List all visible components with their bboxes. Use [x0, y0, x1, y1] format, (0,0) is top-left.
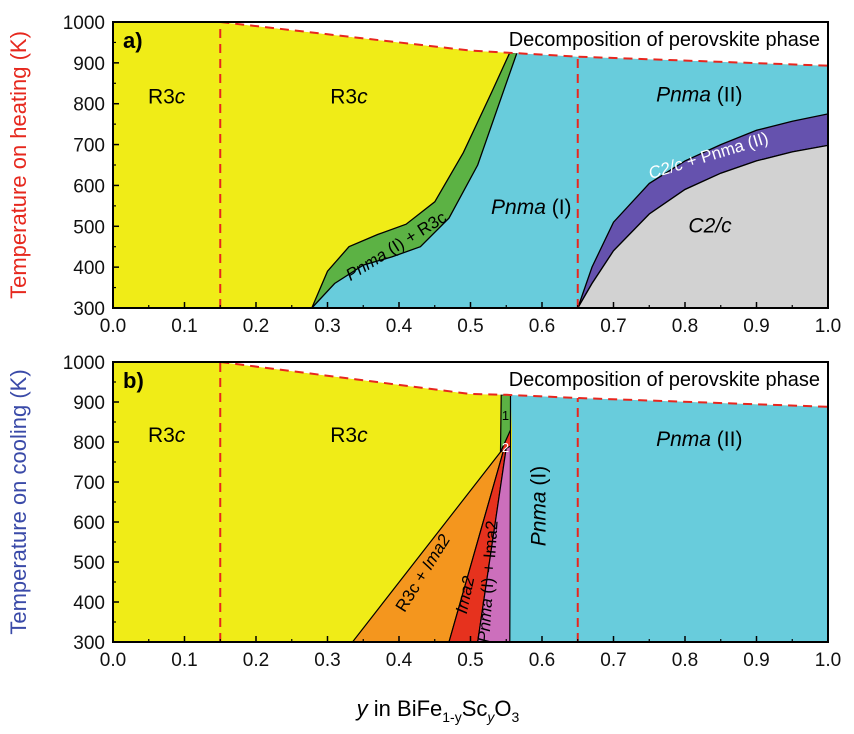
region-label: R3c	[148, 424, 186, 447]
y-tick-label: 800	[73, 433, 105, 454]
region-label: Pnma (I)	[528, 466, 551, 547]
y-axis-label: Temperature on cooling (K)	[6, 369, 31, 634]
y-tick-label: 1000	[63, 353, 105, 374]
y-tick-label: 600	[73, 513, 105, 534]
x-tick-label: 1.0	[815, 650, 841, 671]
y-axis-label: Temperature on heating (K)	[6, 31, 31, 299]
y-tick-label: 900	[73, 54, 105, 75]
region-label: 2	[502, 440, 509, 455]
decomposition-note: Decomposition of perovskite phase	[509, 29, 820, 51]
x-tick-label: 0.4	[386, 316, 413, 337]
x-tick-label: 0.3	[314, 316, 340, 337]
y-tick-label: 500	[73, 553, 105, 574]
x-tick-label: 0.6	[529, 650, 555, 671]
x-tick-label: 0.7	[600, 316, 626, 337]
region-label: 1	[502, 408, 509, 423]
decomposition-line	[220, 21, 829, 67]
region-label: Pnma (I)	[491, 196, 572, 219]
y-tick-label: 1000	[63, 13, 105, 34]
decomposition-line	[220, 361, 829, 408]
region-decomposed-fill	[220, 362, 829, 407]
x-tick-label: 0.2	[243, 316, 269, 337]
x-tick-label: 0.8	[672, 650, 698, 671]
y-tick-label: 500	[73, 217, 105, 238]
y-tick-label: 900	[73, 393, 105, 414]
x-tick-label: 0.1	[171, 650, 197, 671]
region-label: C2/c	[688, 214, 732, 237]
decomposition-note: Decomposition of perovskite phase	[509, 369, 820, 391]
panel-a: 0.0 0.1 0.2 0.3 0.4 0.5 0.6 0.7 0.8 0.9 1.0 300 400 5…	[6, 13, 841, 337]
x-tick-label: 0.9	[743, 316, 769, 337]
x-tick-label: 0.3	[314, 650, 340, 671]
y-tick-label: 800	[73, 95, 105, 116]
x-tick-label: 1.0	[815, 316, 841, 337]
y-tick-label: 700	[73, 473, 105, 494]
region-label: R3c	[330, 86, 368, 109]
region-label: Pnma (II)	[656, 84, 742, 107]
x-tick-label: 0.8	[672, 316, 698, 337]
x-tick-label: 0.5	[457, 650, 483, 671]
x-tick-label: 0.6	[529, 316, 555, 337]
x-tick-label: 0.9	[743, 650, 769, 671]
x-tick-label: 0.2	[243, 650, 269, 671]
y-tick-label: 300	[73, 299, 105, 320]
panel-label: a)	[123, 28, 143, 53]
y-tick-label: 600	[73, 176, 105, 197]
region-label: R3c	[148, 86, 186, 109]
region-label: R3c	[330, 424, 368, 447]
y-tick-label: 400	[73, 593, 105, 614]
panel-b: 0.0 0.1 0.2 0.3 0.4 0.5 0.6 0.7 0.8 0.9 1.0 300 400 5…	[6, 353, 841, 671]
x-tick-label: 0.4	[386, 650, 413, 671]
x-tick-label: 0.0	[100, 650, 126, 671]
x-tick-label: 0.5	[457, 316, 483, 337]
x-tick-label: 0.1	[171, 316, 197, 337]
x-tick-label: 0.7	[600, 650, 626, 671]
x-tick-label: 0.0	[100, 316, 126, 337]
y-tick-label: 300	[73, 633, 105, 654]
region-label: Pnma (II)	[656, 428, 742, 451]
x-axis-label: y in BiFe1-yScyO3	[355, 696, 520, 725]
y-tick-label: 400	[73, 258, 105, 279]
region-decomposed-fill	[220, 22, 829, 66]
region-pnma-fill	[509, 394, 828, 642]
panel-label: b)	[123, 368, 144, 393]
y-tick-label: 700	[73, 136, 105, 157]
